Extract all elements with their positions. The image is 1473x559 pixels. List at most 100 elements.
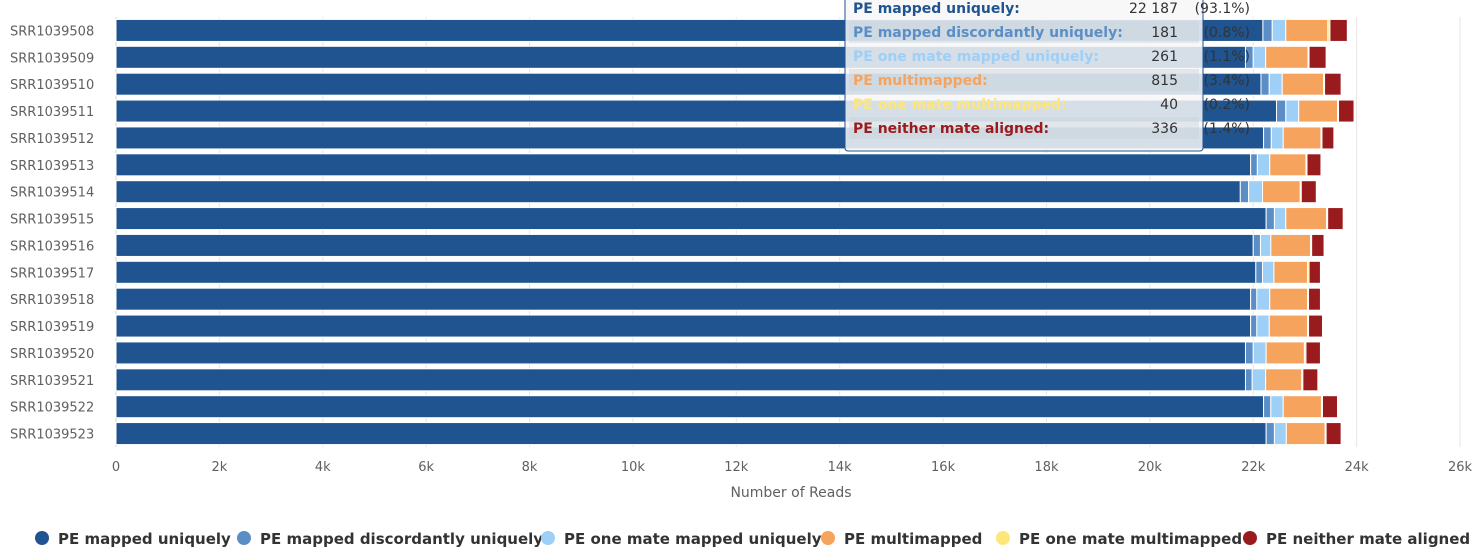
bars — [115, 18, 1355, 446]
bar-segment[interactable] — [1256, 314, 1270, 338]
legend-item[interactable]: PE mapped uniquely — [35, 530, 231, 548]
bar-segment[interactable] — [1298, 99, 1338, 123]
bar-segment[interactable] — [1302, 368, 1319, 392]
bar-segment[interactable] — [1285, 207, 1328, 231]
bar-segment[interactable] — [1260, 72, 1270, 96]
bar-segment[interactable] — [1282, 126, 1322, 150]
bar-segment[interactable] — [115, 180, 1241, 204]
legend-item[interactable]: PE mapped discordantly uniquely — [237, 530, 543, 548]
bar-segment[interactable] — [1305, 341, 1321, 365]
bar-segment[interactable] — [1256, 153, 1271, 177]
bar-segment[interactable] — [1270, 233, 1312, 257]
tooltip-value: 40 — [1160, 97, 1178, 113]
legend-item[interactable]: PE neither mate aligned — [1243, 530, 1470, 548]
category-label: SRR1039509 — [10, 51, 94, 66]
bar-segment[interactable] — [1308, 260, 1321, 284]
bar-segment[interactable] — [1265, 341, 1305, 365]
tooltip-box — [844, 0, 1204, 152]
bar-segment[interactable] — [1252, 341, 1267, 365]
bar-segment[interactable] — [115, 207, 1267, 231]
legend-label: PE one mate multimapped — [1019, 530, 1242, 548]
bar-segment[interactable] — [1282, 395, 1322, 419]
bar-segment[interactable] — [1285, 18, 1329, 42]
bar-segment[interactable] — [1270, 126, 1284, 150]
bar-segment[interactable] — [1311, 233, 1325, 257]
tooltip-percent: (1.1%) — [1204, 49, 1251, 65]
bar-segment[interactable] — [1338, 99, 1355, 123]
bar-segment[interactable] — [1252, 233, 1261, 257]
bar-segment[interactable] — [1271, 18, 1287, 42]
bar-segment[interactable] — [1244, 341, 1254, 365]
legend-marker — [35, 531, 49, 545]
bar-segment[interactable] — [1265, 207, 1275, 231]
x-tick-label: 18k — [1034, 460, 1059, 475]
tooltip: PE mapped uniquely: 22 187 (93.1%) PE mappe… — [844, 0, 1251, 152]
bar-segment[interactable] — [1269, 153, 1307, 177]
bar-segment[interactable] — [115, 287, 1252, 311]
bar-segment[interactable] — [1308, 314, 1323, 338]
bar-segment[interactable] — [1273, 422, 1287, 446]
x-tick-label: 2k — [211, 460, 227, 475]
bar-segment[interactable] — [1252, 45, 1267, 69]
bar-segment[interactable] — [1262, 260, 1275, 284]
bar-segment[interactable] — [1250, 153, 1258, 177]
bar-segment[interactable] — [1269, 287, 1309, 311]
bar-segment[interactable] — [1308, 287, 1321, 311]
legend-label: PE multimapped — [844, 530, 982, 548]
bar-segment[interactable] — [115, 422, 1267, 446]
tooltip-row-band — [849, 21, 1199, 43]
bar-segment[interactable] — [1285, 99, 1300, 123]
bar-segment[interactable] — [1262, 18, 1273, 42]
bar-segment[interactable] — [1281, 72, 1325, 96]
bar-segment[interactable] — [1263, 126, 1272, 150]
bar-segment[interactable] — [115, 153, 1252, 177]
bar-segment[interactable] — [1265, 368, 1303, 392]
bar-segment[interactable] — [1239, 180, 1250, 204]
tooltip-label: PE neither mate aligned: — [853, 121, 1049, 137]
bar-segment[interactable] — [1329, 18, 1348, 42]
bar-segment[interactable] — [1268, 72, 1283, 96]
category-label: SRR1039515 — [10, 213, 94, 228]
category-label: SRR1039512 — [10, 132, 94, 147]
bar-segment[interactable] — [1327, 207, 1344, 231]
bar-segment[interactable] — [1325, 422, 1342, 446]
bar-segment[interactable] — [1321, 126, 1335, 150]
bar-segment[interactable] — [115, 368, 1246, 392]
bar-segment[interactable] — [1250, 314, 1258, 338]
bar-segment[interactable] — [1273, 207, 1287, 231]
bar-segment[interactable] — [1308, 45, 1327, 69]
bar-segment[interactable] — [115, 314, 1252, 338]
bar-segment[interactable] — [115, 260, 1257, 284]
bar-segment[interactable] — [1275, 99, 1287, 123]
bar-segment[interactable] — [1244, 368, 1253, 392]
bar-segment[interactable] — [1248, 180, 1264, 204]
bar-segment[interactable] — [1256, 287, 1271, 311]
legend[interactable]: PE mapped uniquely PE mapped discordantly… — [35, 530, 1470, 548]
bar-segment[interactable] — [115, 341, 1246, 365]
legend-item[interactable]: PE multimapped — [821, 530, 982, 548]
bar-segment[interactable] — [1250, 287, 1258, 311]
bar-segment[interactable] — [1262, 180, 1301, 204]
bar-segment[interactable] — [1268, 314, 1309, 338]
legend-item[interactable]: PE one mate multimapped — [996, 530, 1242, 548]
bar-segment[interactable] — [1270, 395, 1284, 419]
bar-segment[interactable] — [1265, 45, 1309, 69]
bar-segment[interactable] — [1273, 260, 1309, 284]
bar-segment[interactable] — [1259, 233, 1272, 257]
bar-segment[interactable] — [1251, 368, 1267, 392]
bar-segment[interactable] — [1306, 153, 1322, 177]
bar-segment[interactable] — [1324, 72, 1342, 96]
legend-item[interactable]: PE one mate mapped uniquely — [541, 530, 822, 548]
legend-marker — [541, 531, 555, 545]
category-label: SRR1039510 — [10, 78, 94, 93]
bar-segment[interactable] — [115, 233, 1254, 257]
bar-segment[interactable] — [115, 395, 1265, 419]
bar-segment[interactable] — [1285, 422, 1326, 446]
category-labels: SRR1039508 SRR1039509 SRR1039510 SRR1039511… — [10, 24, 94, 442]
category-label: SRR1039517 — [10, 266, 94, 281]
bar-segment[interactable] — [1321, 395, 1338, 419]
bar-segment[interactable] — [1300, 180, 1317, 204]
bar-segment[interactable] — [1263, 395, 1272, 419]
bar-segment[interactable] — [1265, 422, 1275, 446]
bar-segment[interactable] — [1255, 260, 1264, 284]
